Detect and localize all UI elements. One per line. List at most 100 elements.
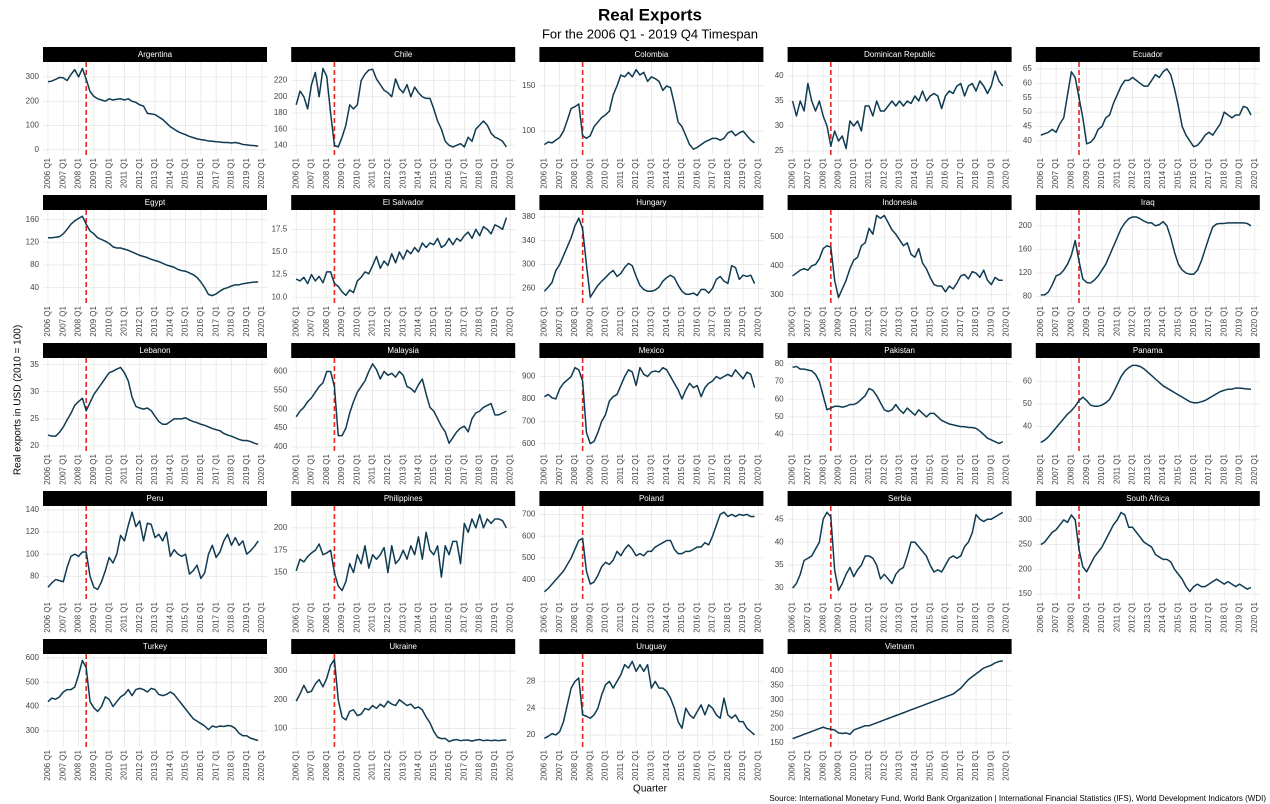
y-tick-label: 40 — [1023, 136, 1032, 145]
x-tick-label: 2006 Q1 — [1036, 157, 1045, 188]
x-tick-label: 2013 Q1 — [398, 601, 407, 632]
x-tick-label: 2013 Q1 — [895, 749, 904, 780]
x-tick-label: 2012 Q1 — [879, 157, 888, 188]
x-tick-label: 2014 Q1 — [1158, 305, 1167, 336]
x-tick-label: 2008 Q1 — [322, 453, 331, 484]
y-tick-label: 40 — [1023, 422, 1032, 431]
x-tick-label: 2019 Q1 — [1235, 601, 1244, 632]
facet-title: Iraq — [1141, 198, 1155, 207]
facet-title: Dominican Republic — [864, 50, 935, 59]
x-tick-label: 2006 Q1 — [540, 749, 549, 780]
x-tick-label: 2012 Q1 — [1128, 601, 1137, 632]
y-tick-label: 550 — [274, 385, 288, 394]
x-tick-label: 2014 Q1 — [1158, 157, 1167, 188]
x-tick-label: 2008 Q1 — [1066, 601, 1075, 632]
x-tick-label: 2016 Q1 — [941, 453, 950, 484]
x-tick-label: 2011 Q1 — [616, 305, 625, 336]
x-tick-label: 2020 Q1 — [1002, 749, 1011, 780]
data-line — [295, 513, 508, 592]
x-tick-label: 2020 Q1 — [1002, 305, 1011, 336]
y-tick-label: 500 — [770, 232, 784, 241]
x-tick-label: 2017 Q1 — [1204, 157, 1213, 188]
x-tick-label: 2016 Q1 — [196, 305, 205, 336]
x-tick-label: 2014 Q1 — [662, 749, 671, 780]
x-tick-label: 2013 Q1 — [895, 453, 904, 484]
y-tick-label: 60 — [1023, 376, 1032, 385]
facet-title: El Salvador — [383, 198, 424, 207]
x-tick-label: 2009 Q1 — [834, 749, 843, 780]
x-tick-label: 2008 Q1 — [1066, 305, 1075, 336]
x-tick-label: 2006 Q1 — [43, 157, 52, 188]
x-tick-label: 2011 Q1 — [1112, 453, 1121, 484]
x-tick-label: 2008 Q1 — [818, 453, 827, 484]
data-line — [544, 366, 756, 445]
x-tick-label: 2011 Q1 — [368, 157, 377, 188]
y-tick-label: 220 — [274, 76, 288, 85]
x-tick-label: 2018 Q1 — [227, 305, 236, 336]
x-tick-label: 2010 Q1 — [1097, 157, 1106, 188]
x-tick-label: 2013 Q1 — [1143, 157, 1152, 188]
x-tick-label: 2015 Q1 — [925, 157, 934, 188]
x-tick-label: 2008 Q1 — [570, 453, 579, 484]
x-tick-label: 2015 Q1 — [1173, 305, 1182, 336]
facet-title: Poland — [639, 494, 664, 503]
x-tick-label: 2013 Q1 — [398, 305, 407, 336]
x-tick-label: 2009 Q1 — [337, 601, 346, 632]
x-tick-label: 2019 Q1 — [986, 601, 995, 632]
x-tick-label: 2012 Q1 — [383, 157, 392, 188]
x-tick-label: 2015 Q1 — [429, 157, 438, 188]
x-tick-label: 2013 Q1 — [150, 157, 159, 188]
x-tick-label: 2006 Q1 — [291, 157, 300, 188]
x-tick-label: 2017 Q1 — [956, 305, 965, 336]
x-tick-label: 2007 Q1 — [555, 453, 564, 484]
x-tick-label: 2020 Q1 — [1002, 157, 1011, 188]
x-tick-label: 2013 Q1 — [647, 749, 656, 780]
facet-strip — [787, 47, 1012, 62]
data-line — [543, 217, 756, 298]
x-tick-label: 2014 Q1 — [910, 305, 919, 336]
y-tick-label: 175 — [274, 545, 288, 554]
x-tick-label: 2011 Q1 — [864, 601, 873, 632]
y-tick-label: 700 — [522, 416, 536, 425]
x-tick-label: 2015 Q1 — [429, 305, 438, 336]
y-tick-label: 350 — [770, 680, 784, 689]
y-tick-label: 100 — [26, 549, 40, 558]
y-tick-label: 150 — [1018, 589, 1032, 598]
x-tick-label: 2009 Q1 — [337, 749, 346, 780]
x-tick-label: 2009 Q1 — [89, 157, 98, 188]
x-tick-label: 2008 Q1 — [74, 157, 83, 188]
x-tick-label: 2012 Q1 — [631, 305, 640, 336]
x-tick-label: 2019 Q1 — [986, 157, 995, 188]
x-tick-label: 2009 Q1 — [585, 157, 594, 188]
facet-title: Mexico — [639, 346, 665, 355]
x-tick-label: 2019 Q1 — [242, 453, 251, 484]
x-tick-label: 2009 Q1 — [1082, 453, 1091, 484]
x-tick-label: 2009 Q1 — [1082, 157, 1091, 188]
x-tick-label: 2012 Q1 — [1128, 157, 1137, 188]
x-tick-label: 2010 Q1 — [849, 453, 858, 484]
y-tick-label: 260 — [522, 283, 536, 292]
y-tick-label: 30 — [30, 387, 39, 396]
x-tick-label: 2018 Q1 — [475, 157, 484, 188]
x-tick-label: 2009 Q1 — [1082, 601, 1091, 632]
x-tick-label: 2019 Q1 — [1235, 157, 1244, 188]
x-tick-label: 2010 Q1 — [352, 305, 361, 336]
y-tick-label: 24 — [526, 703, 535, 712]
x-tick-label: 2017 Q1 — [459, 305, 468, 336]
x-tick-label: 2012 Q1 — [1128, 305, 1137, 336]
x-tick-label: 2008 Q1 — [818, 601, 827, 632]
facet-title: Malaysia — [387, 346, 419, 355]
x-tick-label: 2009 Q1 — [89, 601, 98, 632]
y-tick-label: 300 — [274, 666, 288, 675]
x-tick-label: 2020 Q1 — [754, 749, 763, 780]
data-line — [47, 659, 259, 742]
x-axis-label: Quarter — [633, 784, 668, 795]
facet-title: Serbia — [888, 494, 912, 503]
x-tick-label: 2014 Q1 — [165, 157, 174, 188]
x-tick-label: 2014 Q1 — [165, 749, 174, 780]
data-line — [1040, 364, 1252, 444]
x-tick-label: 2015 Q1 — [677, 157, 686, 188]
x-tick-label: 2013 Q1 — [1143, 305, 1152, 336]
x-tick-label: 2018 Q1 — [475, 305, 484, 336]
y-tick-label: 45 — [775, 514, 784, 523]
